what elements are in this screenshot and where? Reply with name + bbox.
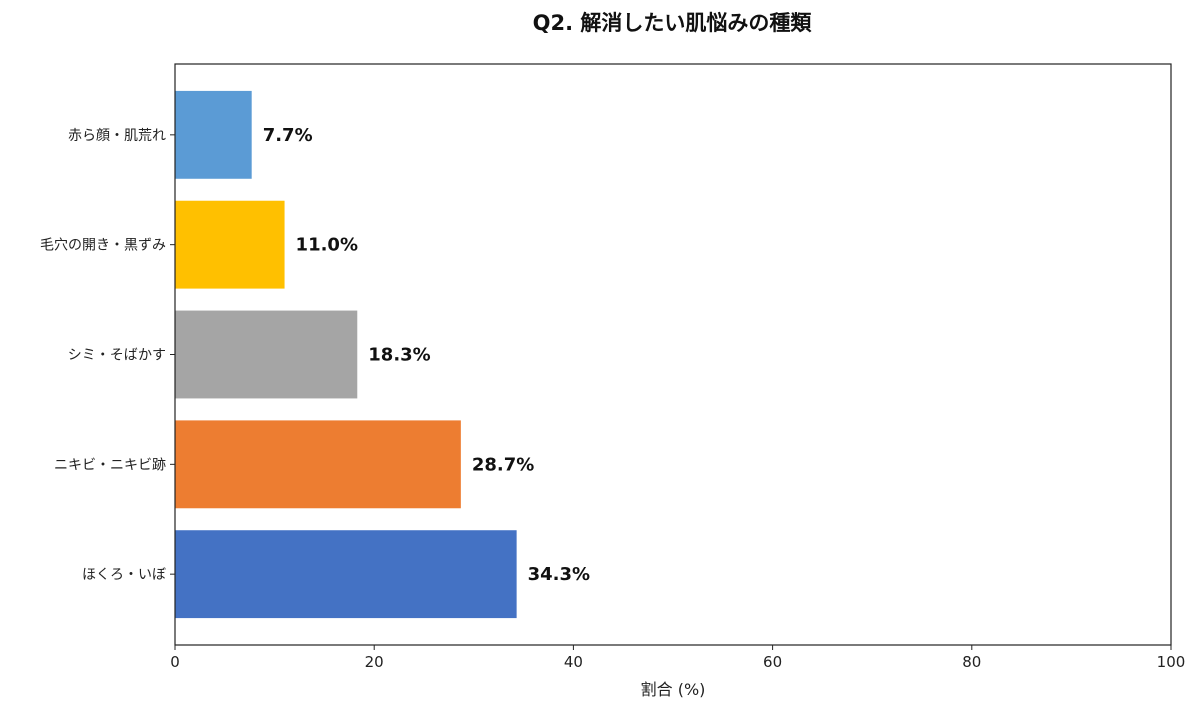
- bars: 34.3% 28.7% 18.3% 11.0% 7.7%: [175, 90, 590, 619]
- data-label: 11.0%: [296, 235, 358, 256]
- y-tick-label: ほくろ・いぼ: [82, 567, 166, 583]
- data-label: 34.3%: [528, 564, 590, 585]
- bar: [175, 200, 285, 289]
- x-tick-label: 40: [564, 653, 583, 671]
- x-tick-label: 0: [170, 653, 180, 671]
- y-tick-label: シミ・そばかす: [68, 348, 166, 364]
- x-tick-label: 100: [1157, 653, 1186, 671]
- y-tick-label: 毛穴の開き・黒ずみ: [40, 238, 166, 254]
- x-axis-label: 割合 (%): [641, 680, 706, 699]
- x-axis: 0 20 40 60 80 100: [170, 645, 1185, 671]
- y-axis: ほくろ・いぼ ニキビ・ニキビ跡 シミ・そばかす 毛穴の開き・黒ずみ 赤ら顔・肌荒れ: [40, 128, 175, 583]
- bar: [175, 530, 517, 619]
- bar: [175, 420, 461, 509]
- bar: [175, 90, 252, 179]
- x-tick-label: 60: [763, 653, 782, 671]
- y-tick-label: ニキビ・ニキビ跡: [54, 457, 166, 473]
- bar: [175, 310, 358, 399]
- data-label: 28.7%: [472, 454, 534, 475]
- data-label: 7.7%: [263, 125, 313, 146]
- y-tick-label: 赤ら顔・肌荒れ: [68, 128, 166, 144]
- data-label: 18.3%: [368, 345, 430, 366]
- x-tick-label: 80: [962, 653, 981, 671]
- x-tick-label: 20: [365, 653, 384, 671]
- chart-title: Q2. 解消したい肌悩みの種類: [533, 11, 813, 35]
